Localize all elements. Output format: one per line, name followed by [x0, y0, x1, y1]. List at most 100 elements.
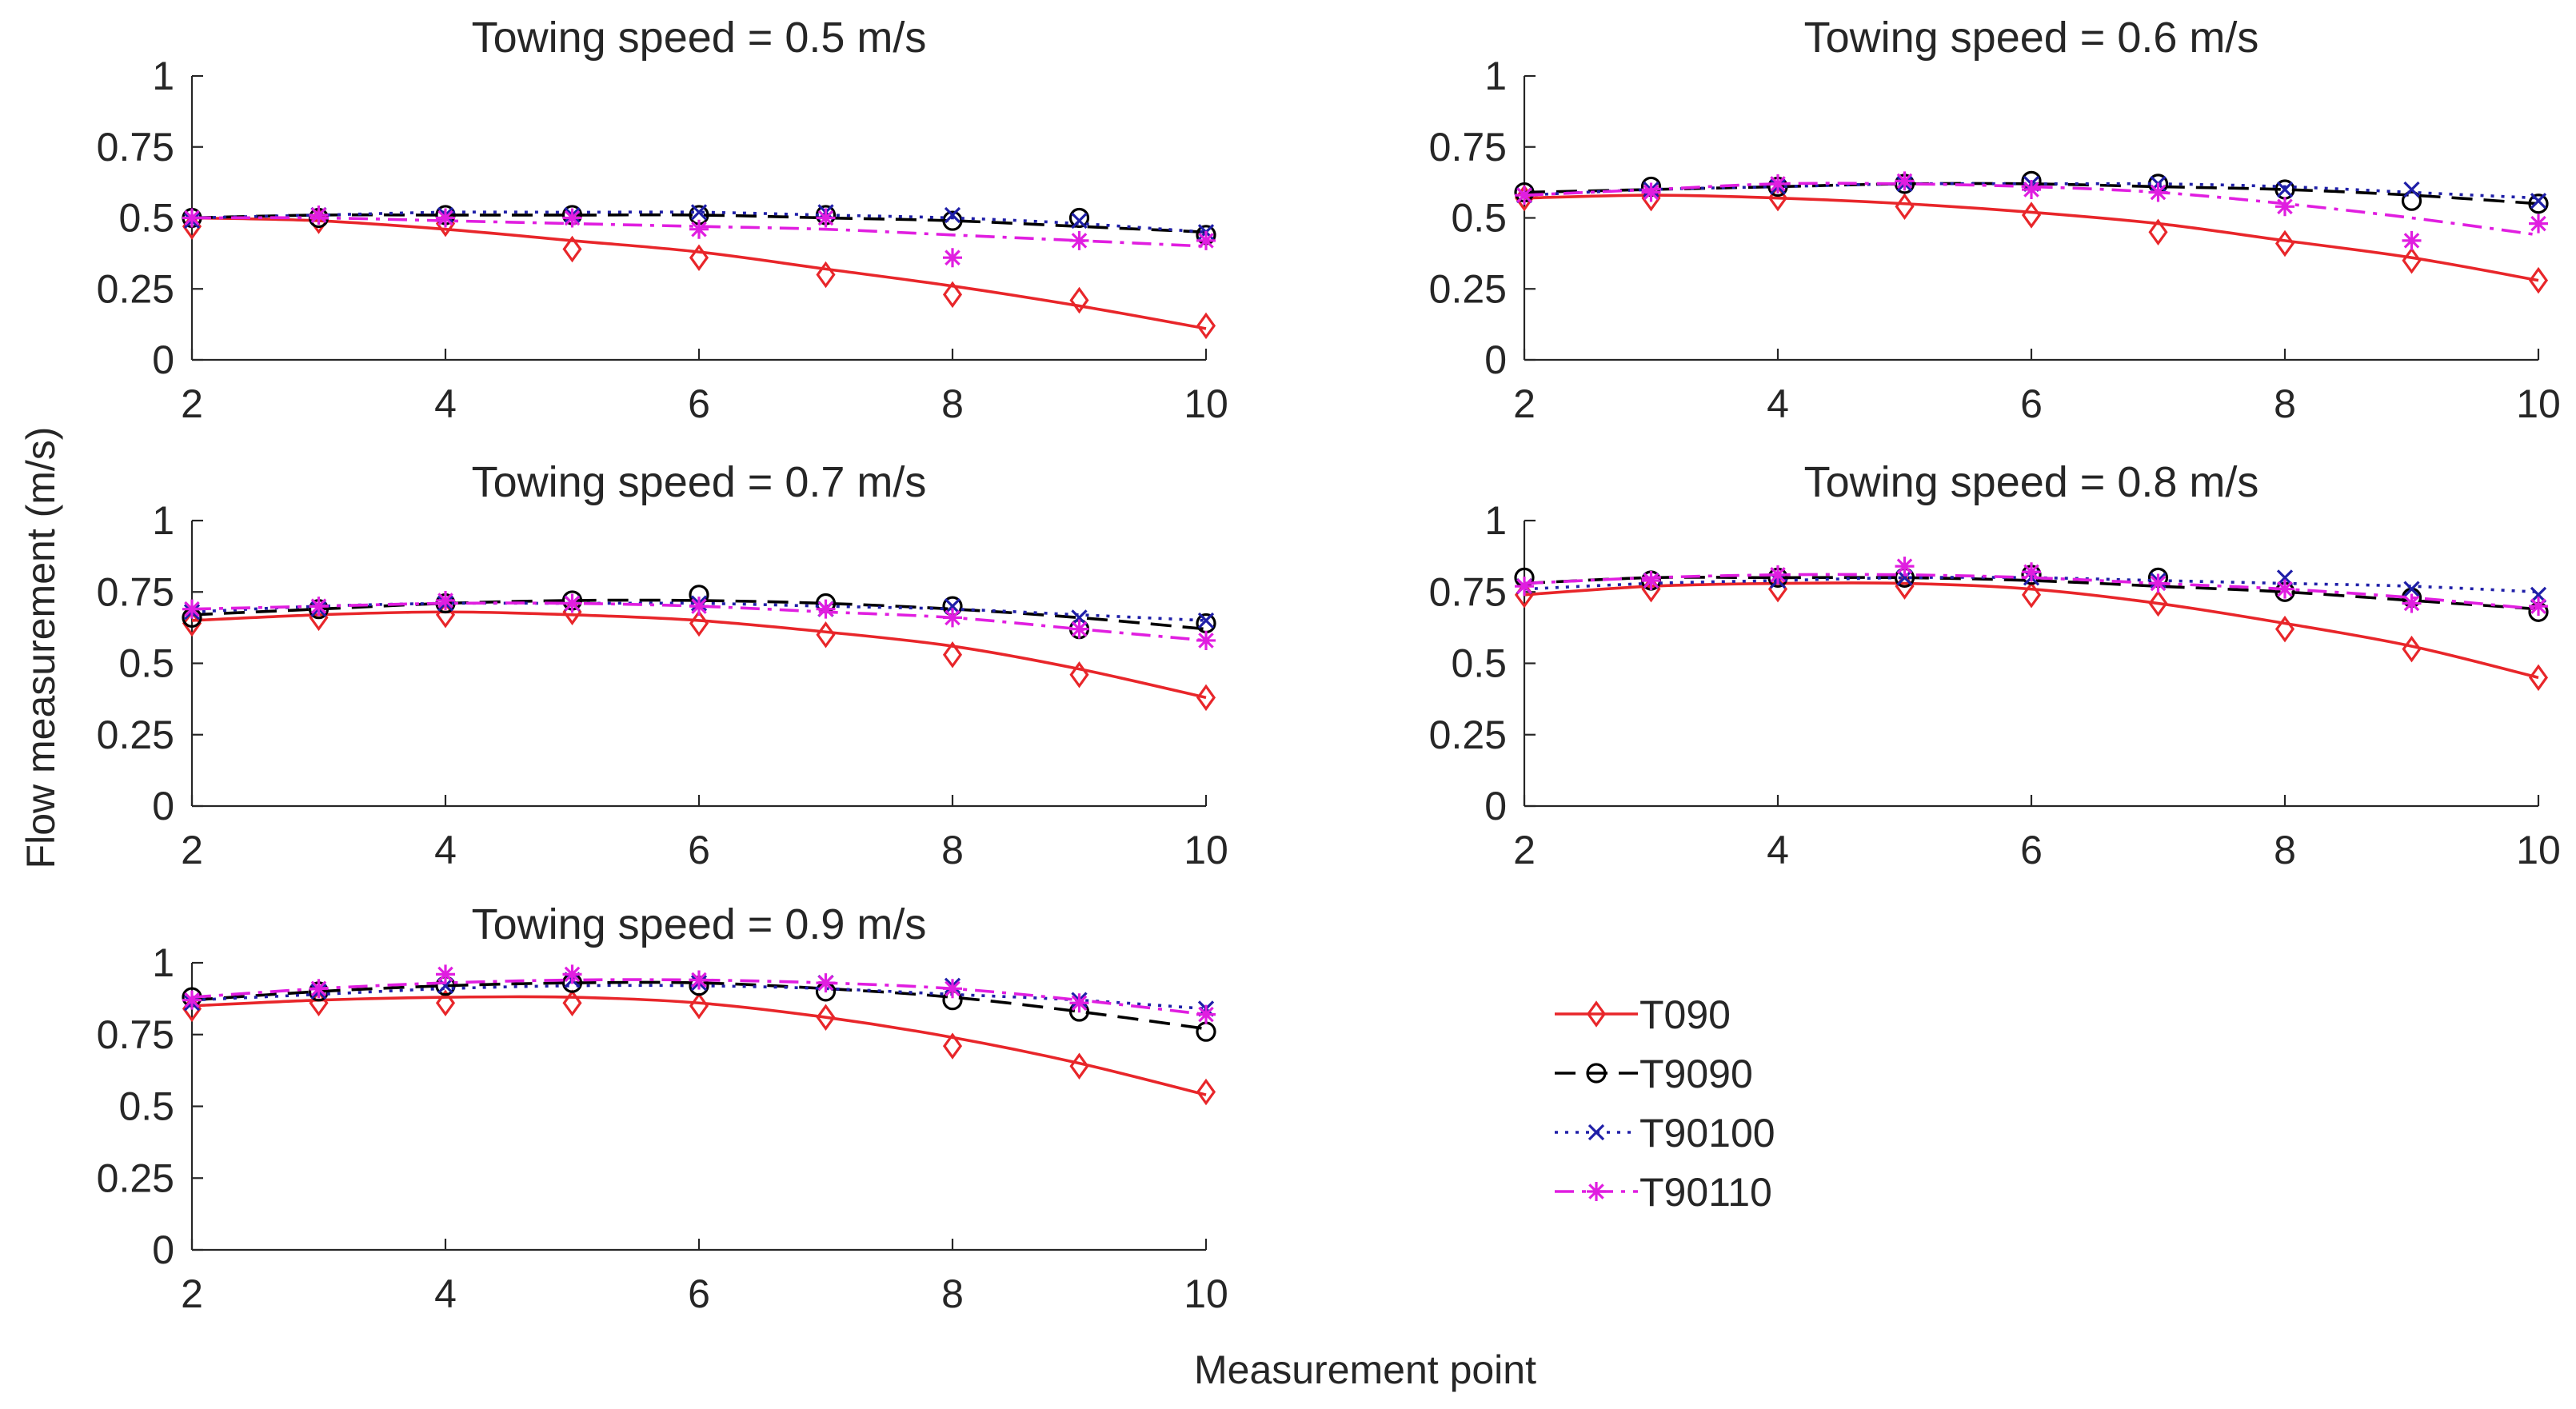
fit-line-T90110: [1524, 182, 2539, 237]
legend-entry-T90110: T90110: [1555, 1170, 1772, 1215]
data-point-T090: [2148, 589, 2168, 617]
x-tick-label: 8: [941, 381, 964, 426]
y-tick-label: 0.5: [118, 1084, 174, 1129]
data-point-T90110: [309, 205, 329, 225]
data-point-T90100: [2403, 181, 2420, 198]
data-point-T90110: [1895, 171, 1915, 191]
series-T090: [1514, 573, 2549, 692]
data-point-T090: [942, 641, 963, 669]
y-tick-label: 0: [152, 784, 174, 828]
y-tick-label: 1: [152, 940, 174, 985]
fit-line-T9090: [191, 980, 1207, 1031]
legend-entry-T9090: T9090: [1555, 1052, 1753, 1096]
y-tick-label: 0.25: [97, 712, 174, 757]
data-point-T090: [942, 1032, 963, 1060]
data-point-T90110: [2275, 197, 2294, 217]
series-T90110: [1515, 557, 2548, 617]
data-point-T90110: [1069, 993, 1089, 1013]
data-point-T90100: [2276, 569, 2294, 586]
data-point-T090: [689, 609, 709, 637]
data-point-T090: [1196, 312, 1216, 340]
data-point-T90100: [2530, 586, 2547, 603]
data-point-T90110: [182, 599, 202, 619]
data-point-T90100: [1071, 609, 1088, 626]
legend: T090 T9090 T90100 T90110: [1555, 992, 1775, 1215]
data-point-T90110: [943, 248, 962, 268]
x-tick-label: 8: [2274, 381, 2296, 426]
x-tick-label: 2: [181, 828, 203, 872]
y-tick-label: 0.75: [97, 569, 174, 614]
x-tick-label: 6: [2020, 828, 2043, 872]
subplot-1: Towing speed = 0.5 m/s 0 0.25 0.5 0.75 1 2 4 6 8 1…: [97, 14, 1228, 426]
data-point-T90110: [182, 990, 202, 1010]
x-tick-label: 2: [181, 381, 203, 426]
legend-label: T90110: [1639, 1170, 1772, 1215]
data-point-T90100: [2403, 581, 2420, 597]
data-point-T90110: [2148, 573, 2168, 593]
x-tick-label: 10: [1184, 1271, 1228, 1316]
legend-entry-T090: T090: [1555, 992, 1731, 1037]
data-point-T90100: [2276, 181, 2294, 198]
fit-line-T90110: [191, 601, 1207, 642]
data-point-T90110: [2402, 593, 2422, 613]
x-tick-label: 8: [941, 1271, 964, 1316]
data-point-T9090: [2401, 190, 2422, 211]
data-point-T090: [1895, 193, 1915, 221]
fit-line-T90110: [1524, 573, 2539, 611]
x-tick-label: 4: [1767, 828, 1789, 872]
data-point-T090: [2528, 266, 2549, 294]
y-tick-label: 0: [1484, 784, 1507, 828]
data-point-T090: [1069, 1052, 1089, 1080]
data-point-T90100: [690, 204, 708, 221]
y-tick-label: 0: [152, 337, 174, 382]
series-T90110: [182, 964, 1216, 1024]
data-point-T090: [2021, 202, 2042, 229]
y-tick-label: 0.5: [118, 641, 174, 686]
data-point-T90110: [1069, 230, 1089, 250]
data-point-T90110: [1515, 577, 1534, 597]
data-point-T090: [689, 244, 709, 271]
legend-marker: [1587, 1182, 1606, 1201]
data-point-T90100: [1896, 569, 1913, 586]
data-point-T090: [1196, 1078, 1216, 1106]
subplot-title: Towing speed = 0.5 m/s: [472, 14, 927, 62]
data-point-T090: [2528, 664, 2549, 692]
y-tick-label: 0.25: [1429, 712, 1507, 757]
data-point-T90110: [562, 964, 582, 984]
fit-line-T090: [191, 610, 1207, 700]
data-point-T090: [182, 609, 202, 637]
y-tick-label: 0.75: [97, 1012, 174, 1057]
legend-marker: [1586, 1063, 1607, 1084]
fit-line-T90110: [191, 978, 1207, 1016]
data-point-T90110: [1641, 570, 1661, 590]
data-point-T090: [942, 281, 963, 309]
x-tick-label: 2: [1513, 381, 1536, 426]
data-point-T90110: [309, 979, 329, 999]
y-axis-label: Flow measurement (m/s): [18, 427, 63, 869]
subplot-title: Towing speed = 0.9 m/s: [472, 900, 927, 948]
x-tick-label: 8: [941, 828, 964, 872]
x-tick-label: 8: [2274, 828, 2296, 872]
x-tick-label: 10: [1184, 828, 1228, 872]
x-tick-label: 6: [2020, 381, 2043, 426]
x-axis-label: Measurement point: [1194, 1347, 1536, 1392]
data-point-T90110: [1641, 182, 1661, 202]
fit-line-T090: [191, 995, 1207, 1096]
data-point-T90110: [816, 599, 836, 619]
data-point-T090: [2274, 230, 2295, 257]
subplot-grid: Towing speed = 0.5 m/s 0 0.25 0.5 0.75 1 2 4 6 8 1…: [97, 14, 2561, 1316]
data-point-T090: [562, 989, 582, 1016]
data-point-T090: [1196, 684, 1216, 712]
subplot-5: Towing speed = 0.9 m/s 0 0.25 0.5 0.75 1 2 4 6 8 1…: [97, 900, 1228, 1316]
x-tick-label: 4: [434, 828, 457, 872]
x-tick-label: 6: [688, 1271, 710, 1316]
y-tick-label: 0.75: [1429, 125, 1507, 170]
y-tick-label: 0.25: [1429, 266, 1507, 311]
data-point-T090: [2402, 247, 2422, 274]
fit-line-T090: [1524, 581, 2539, 680]
data-point-T90110: [943, 979, 962, 999]
data-point-T090: [816, 621, 836, 649]
data-point-T90110: [1515, 186, 1534, 206]
subplot-title: Towing speed = 0.8 m/s: [1804, 458, 2259, 506]
